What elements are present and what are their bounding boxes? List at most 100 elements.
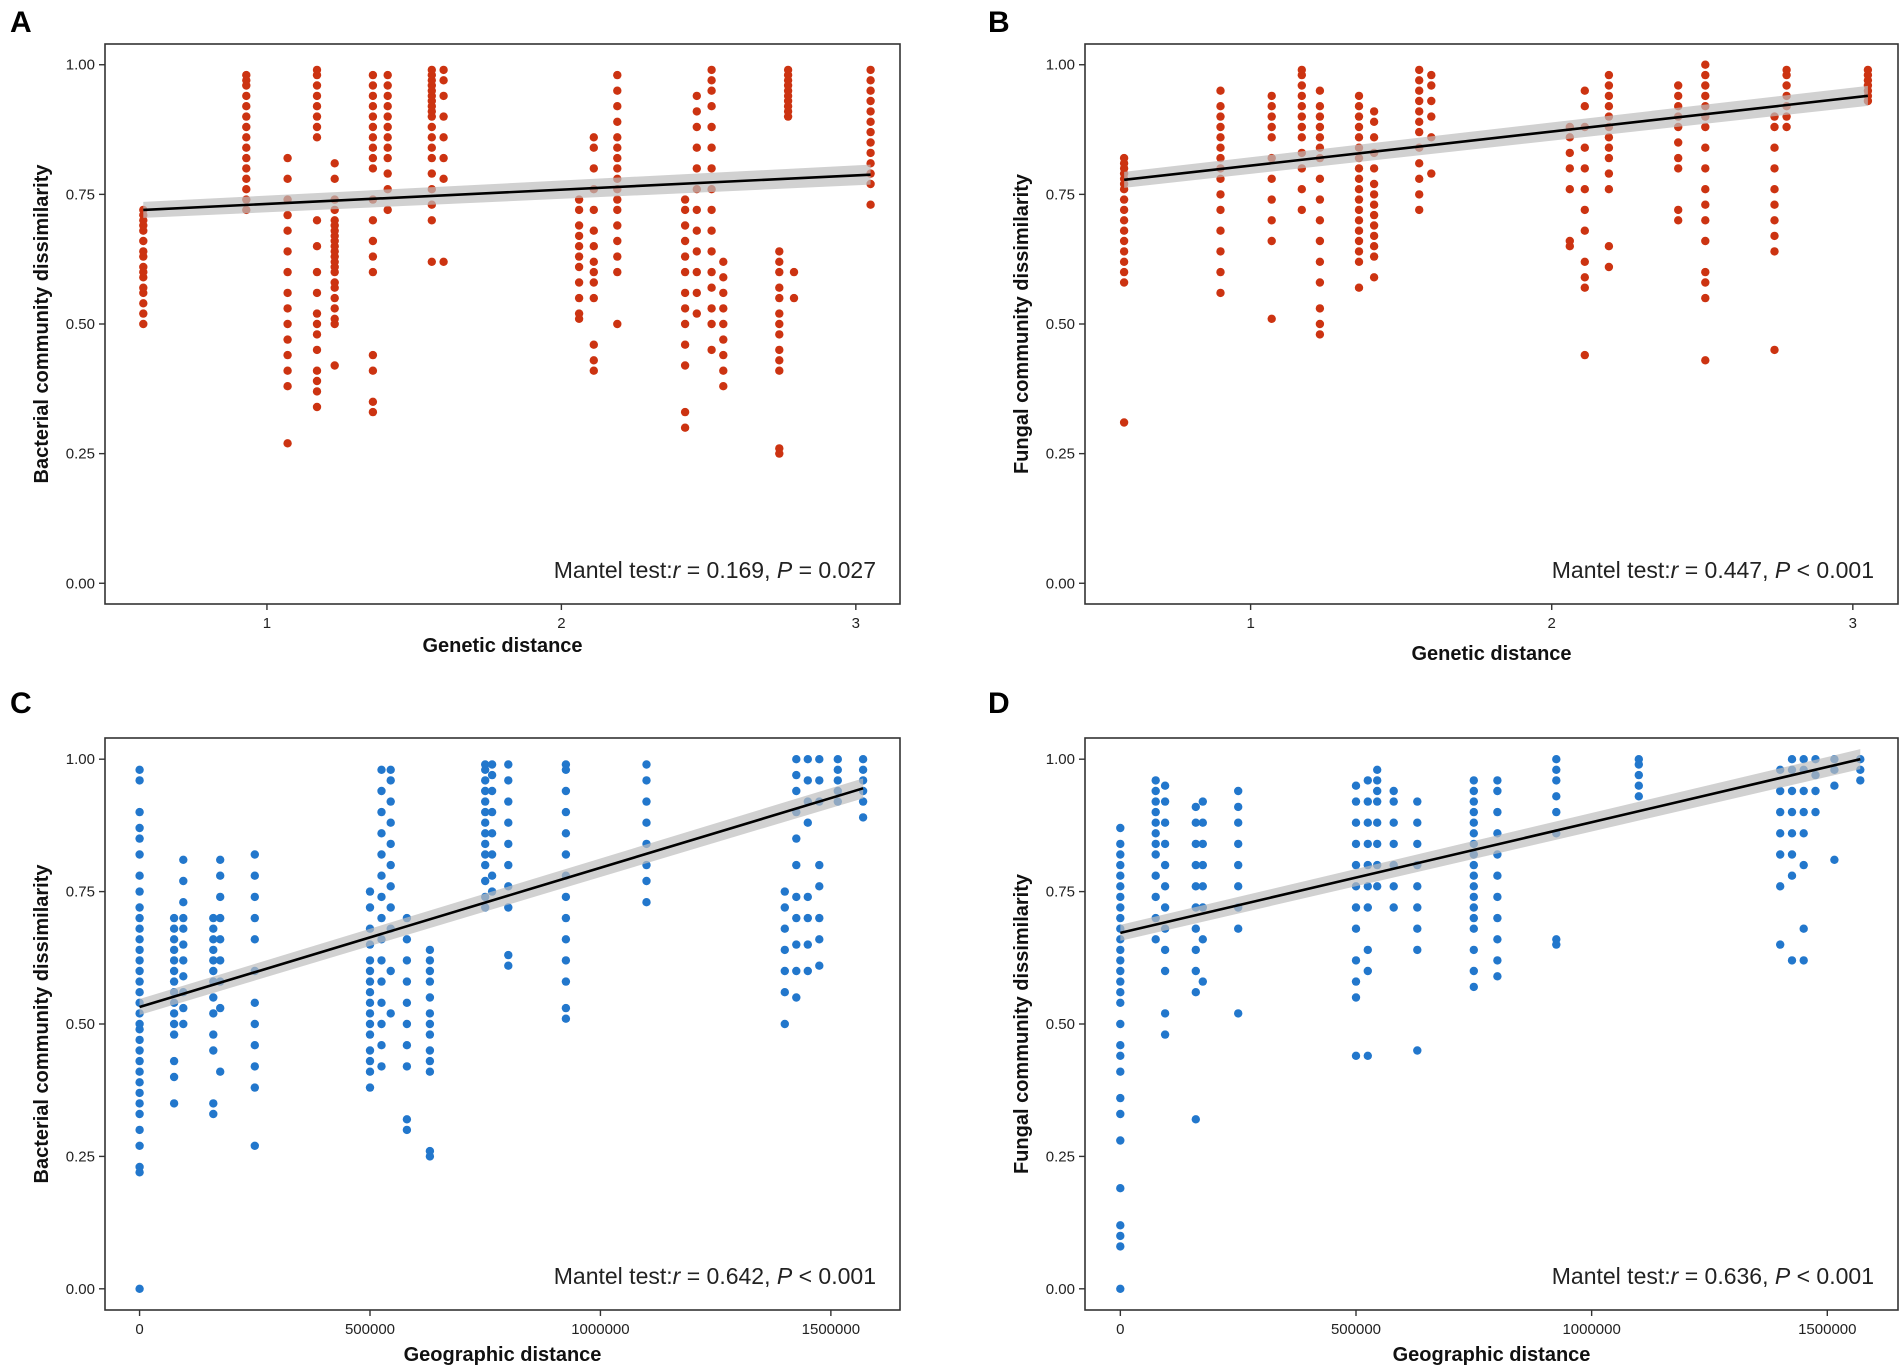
data-point <box>1701 164 1710 173</box>
data-point <box>692 309 701 318</box>
data-point <box>815 860 824 870</box>
data-point <box>1363 945 1373 955</box>
data-point <box>1216 267 1225 277</box>
data-point <box>1604 153 1614 163</box>
data-point <box>803 818 812 827</box>
data-point <box>402 1041 412 1050</box>
data-point <box>368 81 378 90</box>
data-point <box>719 304 728 313</box>
data-point <box>383 153 392 163</box>
data-point <box>481 807 490 817</box>
data-point <box>1119 267 1129 277</box>
data-point <box>1799 956 1808 965</box>
data-point <box>209 1046 218 1055</box>
data-point <box>368 112 378 121</box>
data-point <box>1267 112 1276 121</box>
data-point <box>1770 216 1779 225</box>
data-point <box>589 366 598 375</box>
data-point <box>719 288 728 298</box>
y-tick-label: 1.00 <box>1046 751 1075 768</box>
y-tick-label: 0.50 <box>66 1016 95 1033</box>
data-point <box>250 913 259 923</box>
data-point <box>312 122 322 132</box>
data-point <box>312 288 322 298</box>
data-point <box>365 1083 375 1092</box>
data-point <box>1363 776 1373 785</box>
data-point <box>1369 117 1379 127</box>
panel-b: B 0.00 0.25 0.50 0.75 1.00 1 2 3 Genetic distance… <box>988 6 1899 665</box>
data-point <box>1413 924 1422 933</box>
data-point <box>504 860 513 870</box>
data-point <box>427 122 436 132</box>
data-point <box>1315 216 1325 225</box>
data-point <box>1297 65 1307 75</box>
data-point <box>680 304 690 313</box>
data-point <box>574 293 584 303</box>
data-point <box>1373 882 1382 891</box>
data-point <box>1198 797 1208 806</box>
data-point <box>283 382 292 391</box>
data-point <box>1415 117 1424 127</box>
data-point <box>719 319 728 329</box>
data-point <box>439 112 448 121</box>
data-point <box>481 797 490 806</box>
data-point <box>1604 262 1614 272</box>
data-point <box>1198 882 1208 891</box>
data-point <box>858 765 868 774</box>
data-point <box>368 122 378 132</box>
data-point <box>383 81 392 90</box>
data-point <box>1116 1231 1125 1241</box>
data-point <box>1297 205 1307 215</box>
data-point <box>1415 190 1424 199</box>
data-point <box>139 236 148 246</box>
data-point <box>1674 205 1683 215</box>
data-point <box>383 169 392 178</box>
data-point <box>425 1046 435 1055</box>
data-point <box>368 236 378 246</box>
data-point <box>365 1056 375 1066</box>
data-point <box>1493 935 1502 944</box>
data-point <box>1701 122 1710 132</box>
data-point <box>1116 1051 1125 1061</box>
data-point <box>1770 200 1779 209</box>
data-point <box>1674 81 1683 90</box>
data-point <box>1351 977 1361 986</box>
data-point <box>803 776 812 785</box>
data-point <box>135 1284 144 1294</box>
data-point <box>242 112 251 121</box>
data-point <box>135 1019 144 1029</box>
data-point <box>169 1009 179 1018</box>
data-point <box>1315 330 1325 339</box>
data-point <box>439 65 448 75</box>
data-point <box>365 1019 375 1029</box>
data-point <box>1604 169 1614 178</box>
data-point <box>1119 216 1129 225</box>
data-point <box>613 143 622 152</box>
data-point <box>487 760 497 769</box>
data-point <box>135 913 144 923</box>
data-point <box>1267 102 1276 111</box>
data-point <box>792 940 801 949</box>
data-point <box>775 319 784 329</box>
data-point <box>1351 818 1361 827</box>
data-point <box>312 319 322 329</box>
data-point <box>368 143 378 152</box>
data-point <box>135 850 144 859</box>
data-point <box>368 397 378 406</box>
data-point <box>1116 1284 1125 1294</box>
data-point <box>1116 956 1125 965</box>
data-point <box>1776 829 1785 838</box>
y-tick-label: 0.25 <box>66 1148 95 1165</box>
plot-frame <box>1084 737 1899 1311</box>
data-point <box>1354 102 1364 111</box>
data-point <box>1297 112 1307 121</box>
data-point <box>386 818 395 827</box>
data-point <box>1799 786 1808 796</box>
data-point <box>1160 860 1170 870</box>
data-point <box>425 966 435 976</box>
data-point <box>1413 1046 1422 1055</box>
data-point <box>139 262 148 272</box>
data-point <box>330 314 339 323</box>
data-point <box>1830 781 1839 790</box>
